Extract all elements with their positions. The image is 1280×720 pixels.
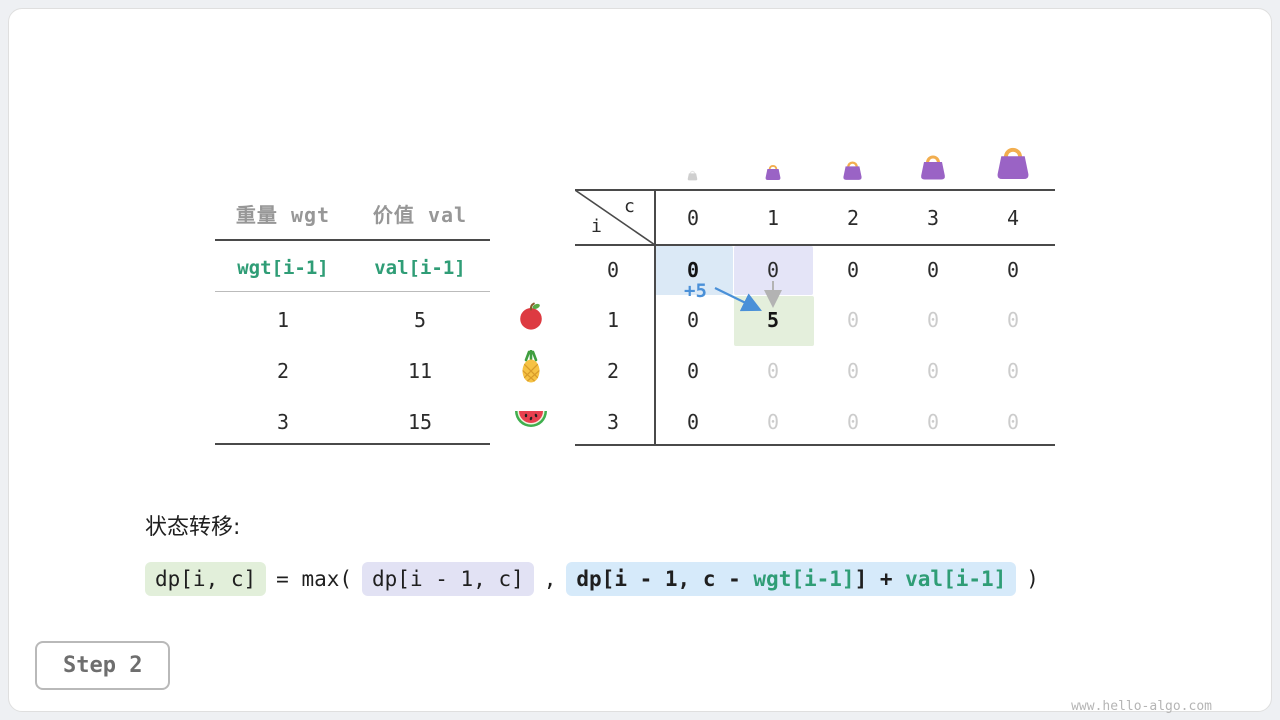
apple-icon (520, 302, 542, 330)
item-row-2-value: 11 (407, 359, 433, 383)
item-table-top-rule (215, 239, 490, 241)
item-table-bottom-rule (215, 443, 490, 445)
formula-eq-max: = max( (276, 567, 353, 591)
formula-keep-option-chip: dp[i - 1, c] (362, 562, 534, 596)
dp-cell-1-3: 0 (926, 308, 940, 332)
dp-cell-2-0: 0 (686, 359, 700, 383)
dp-transition-arrows (714, 281, 782, 312)
transition-formula: dp[i, c] = max( dp[i - 1, c] , dp[i - 1,… (145, 562, 1039, 596)
dp-corner-col-var: c (624, 196, 635, 217)
take-option-part-1: dp[i - 1, c - (576, 567, 754, 591)
take-option-wgt: wgt[i-1] (753, 567, 855, 591)
dp-col-header-4: 4 (1006, 206, 1020, 230)
dp-cell-highlight-source-left (654, 246, 733, 295)
dp-cell-0-0: 0 (686, 258, 700, 282)
item-table-mid-rule (215, 291, 490, 292)
dp-table-bottom-rule (575, 444, 1055, 446)
step-badge: Step 2 (35, 641, 171, 690)
dp-cell-3-3: 0 (926, 410, 940, 434)
dp-row-header-0: 0 (606, 258, 620, 282)
dp-cell-0-4: 0 (1006, 258, 1020, 282)
item-table-header-weight: 重量 wgt (235, 203, 331, 227)
dp-col-header-3: 3 (926, 206, 940, 230)
bag-icon-capacity-2 (843, 161, 862, 180)
formula-lhs-chip: dp[i, c] (145, 562, 267, 596)
value-gain-annotation: +5 (684, 280, 707, 302)
bag-icon-capacity-0 (687, 170, 698, 181)
dp-cell-1-0: 0 (686, 308, 700, 332)
step-badge-wrapper: Step 2 (35, 641, 171, 690)
bag-icon-capacity-1 (765, 164, 781, 180)
dp-cell-2-3: 0 (926, 359, 940, 383)
dp-table-header-rule (575, 244, 1055, 246)
dp-cell-3-1: 0 (766, 410, 780, 434)
formula-comma: , (543, 567, 557, 591)
take-option-val: val[i-1] (905, 567, 1007, 591)
item-row-1-weight: 1 (276, 308, 290, 332)
dp-cell-0-2: 0 (846, 258, 860, 282)
dp-cell-1-1: 5 (766, 308, 780, 332)
dp-cell-0-3: 0 (926, 258, 940, 282)
dp-cell-3-4: 0 (1006, 410, 1020, 434)
dp-cell-0-1: 0 (766, 258, 780, 282)
pineapple-icon (522, 350, 540, 383)
dp-col-header-1: 1 (766, 206, 780, 230)
watermark: www.hello-algo.com (1071, 699, 1212, 714)
bag-icon-capacity-3 (921, 155, 945, 180)
item-formula-wgt: wgt[i-1] (237, 257, 329, 279)
dp-cell-3-0: 0 (686, 410, 700, 434)
item-row-3-value: 15 (407, 410, 433, 434)
dp-cell-1-4: 0 (1006, 308, 1020, 332)
dp-cell-2-4: 0 (1006, 359, 1020, 383)
dp-col-header-2: 2 (846, 206, 860, 230)
item-row-3-weight: 3 (276, 410, 290, 434)
dp-corner-diagonal (575, 189, 655, 246)
transition-title: 状态转移: (145, 515, 241, 540)
formula-take-option-chip: dp[i - 1, c - wgt[i-1]] + val[i-1] (566, 562, 1017, 596)
dp-cell-1-2: 0 (846, 308, 860, 332)
formula-close-paren: ) (1026, 567, 1039, 591)
dp-col-header-0: 0 (686, 206, 700, 230)
dp-cell-2-1: 0 (766, 359, 780, 383)
dp-row-header-1: 1 (606, 308, 620, 332)
take-option-arrow (714, 287, 762, 312)
item-table-header-value: 价值 val (372, 203, 468, 227)
dp-cell-3-2: 0 (846, 410, 860, 434)
item-row-1-value: 5 (413, 308, 427, 332)
watermelon-icon (515, 411, 547, 427)
take-option-part-3: ] + (854, 567, 906, 591)
dp-table-top-rule (575, 189, 1055, 191)
bag-icon-capacity-4 (997, 147, 1029, 180)
dp-table-vertical-rule (654, 189, 656, 446)
dp-cell-2-2: 0 (846, 359, 860, 383)
dp-row-header-3: 3 (606, 410, 620, 434)
dp-corner-row-var: i (591, 216, 602, 237)
item-formula-val: val[i-1] (374, 257, 466, 279)
item-row-2-weight: 2 (276, 359, 290, 383)
dp-row-header-2: 2 (606, 359, 620, 383)
